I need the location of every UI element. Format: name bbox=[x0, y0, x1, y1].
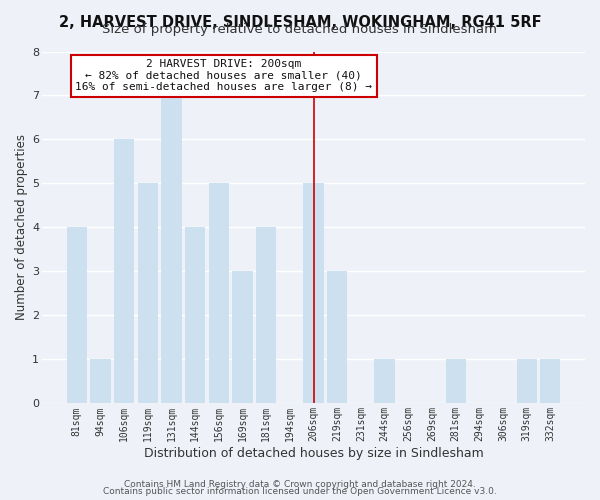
Bar bbox=[91, 360, 110, 404]
Text: 2, HARVEST DRIVE, SINDLESHAM, WOKINGHAM, RG41 5RF: 2, HARVEST DRIVE, SINDLESHAM, WOKINGHAM,… bbox=[59, 15, 541, 30]
Text: 2 HARVEST DRIVE: 200sqm
← 82% of detached houses are smaller (40)
16% of semi-de: 2 HARVEST DRIVE: 200sqm ← 82% of detache… bbox=[75, 59, 372, 92]
Text: Size of property relative to detached houses in Sindlesham: Size of property relative to detached ho… bbox=[103, 22, 497, 36]
Bar bbox=[114, 140, 134, 404]
Y-axis label: Number of detached properties: Number of detached properties bbox=[15, 134, 28, 320]
Bar bbox=[374, 360, 395, 404]
Bar bbox=[446, 360, 466, 404]
Bar bbox=[304, 184, 323, 404]
Text: Contains HM Land Registry data © Crown copyright and database right 2024.: Contains HM Land Registry data © Crown c… bbox=[124, 480, 476, 489]
Bar bbox=[232, 272, 253, 404]
Bar bbox=[540, 360, 560, 404]
Bar bbox=[185, 228, 205, 404]
Bar bbox=[209, 184, 229, 404]
Bar bbox=[256, 228, 276, 404]
Bar bbox=[67, 228, 87, 404]
Text: Contains public sector information licensed under the Open Government Licence v3: Contains public sector information licen… bbox=[103, 487, 497, 496]
Bar bbox=[161, 96, 182, 404]
Bar bbox=[138, 184, 158, 404]
Bar bbox=[517, 360, 536, 404]
X-axis label: Distribution of detached houses by size in Sindlesham: Distribution of detached houses by size … bbox=[143, 447, 484, 460]
Bar bbox=[327, 272, 347, 404]
